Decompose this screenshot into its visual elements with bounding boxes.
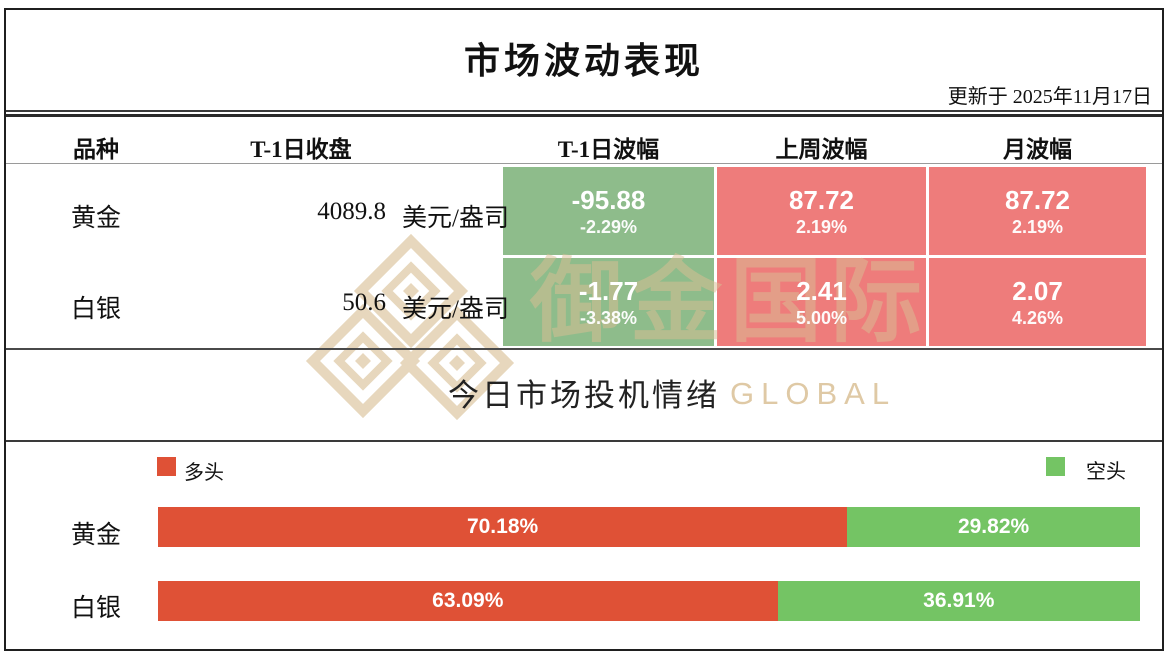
gold-week-range-cell: 87.72 2.19% xyxy=(717,167,926,255)
silver-long-pct: 63.09% xyxy=(432,589,504,612)
col-header-close: T-1日收盘 xyxy=(250,137,352,162)
col-header-week-range: 上周波幅 xyxy=(775,137,868,162)
sentiment-title: 今日市场投机情绪 xyxy=(448,378,720,413)
col-header-month-range: 月波幅 xyxy=(1003,137,1072,162)
bar-label-gold: 黄金 xyxy=(70,522,121,549)
silver-long-segment: 63.09% xyxy=(158,581,778,621)
silver-close-value: 50.6 xyxy=(342,289,386,316)
gold-long-pct: 70.18% xyxy=(466,515,539,538)
section-divider xyxy=(6,348,1162,350)
legend-short-label: 空头 xyxy=(1086,461,1126,483)
report-card: 市场波动表现 更新于 2025年11月17日 品种 T-1日收盘 T-1日波幅 … xyxy=(4,8,1164,651)
sentiment-top-border xyxy=(6,440,1162,442)
gold-month-range-pct: 2.19% xyxy=(1011,216,1064,237)
gold-week-range-value: 87.72 xyxy=(788,184,855,215)
row-label-silver: 白银 xyxy=(70,296,121,323)
gold-short-segment: 29.82% xyxy=(847,507,1140,547)
silver-short-pct: 36.91% xyxy=(923,589,995,612)
legend-long-swatch xyxy=(157,457,176,476)
gold-t1-range-pct: -2.29% xyxy=(579,216,638,237)
silver-week-range-cell: 2.41 5.00% xyxy=(717,258,926,346)
row-label-gold: 黄金 xyxy=(70,205,121,232)
legend-long-label: 多头 xyxy=(184,462,224,484)
brand-watermark-cn: 御金国际 xyxy=(530,251,931,353)
bar-label-silver: 白银 xyxy=(70,595,121,622)
silver-t1-range-value: -1.77 xyxy=(578,275,639,306)
silver-month-range-pct: 4.26% xyxy=(1011,307,1064,328)
silver-month-range-value: 2.07 xyxy=(1012,275,1063,306)
table-header-divider xyxy=(6,163,1162,164)
silver-t1-range-cell: -1.77 -3.38% xyxy=(503,258,714,346)
silver-week-range-value: 2.41 xyxy=(796,275,847,306)
silver-short-segment: 36.91% xyxy=(777,581,1140,621)
silver-sentiment-bar: 63.09% 36.91% xyxy=(158,581,1140,621)
gold-t1-range-cell: -95.88 -2.29% xyxy=(503,167,714,255)
col-header-t1-range: T-1日波幅 xyxy=(557,137,660,162)
header-divider xyxy=(6,110,1162,117)
gold-month-range-cell: 87.72 2.19% xyxy=(929,167,1146,255)
page-title: 市场波动表现 xyxy=(463,41,704,81)
gold-close-value: 4089.8 xyxy=(317,198,386,225)
gold-sentiment-bar: 70.18% 29.82% xyxy=(158,507,1140,547)
silver-month-range-cell: 2.07 4.26% xyxy=(929,258,1146,346)
gold-short-pct: 29.82% xyxy=(957,515,1030,538)
silver-week-range-pct: 5.00% xyxy=(795,307,848,328)
gold-long-segment: 70.18% xyxy=(158,507,848,547)
updated-timestamp: 更新于 2025年11月17日 xyxy=(947,86,1152,108)
silver-close-unit: 美元/盎司 xyxy=(402,296,509,323)
gold-week-range-pct: 2.19% xyxy=(795,216,848,237)
legend-short-swatch xyxy=(1046,457,1065,476)
gold-month-range-value: 87.72 xyxy=(1004,184,1071,215)
col-header-variety: 品种 xyxy=(73,137,119,162)
gold-close-unit: 美元/盎司 xyxy=(402,205,509,232)
gold-t1-range-value: -95.88 xyxy=(571,184,646,215)
brand-watermark-en: GLOBAL xyxy=(730,376,897,411)
brand-diamond-logo-icon xyxy=(305,233,515,421)
silver-t1-range-pct: -3.38% xyxy=(579,307,638,328)
